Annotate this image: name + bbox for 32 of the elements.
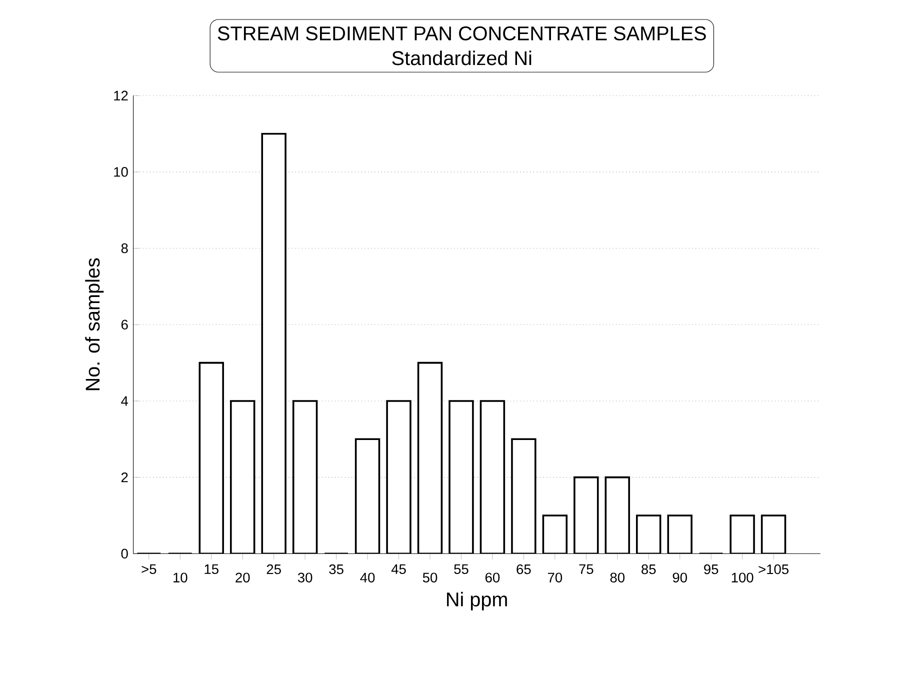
x-tick-label: 100 (732, 572, 754, 582)
x-tick-label: 60 (485, 572, 500, 582)
x-tick-label: 20 (236, 572, 250, 582)
x-tick-label: 90 (672, 572, 687, 582)
x-tick-label: 55 (454, 564, 468, 574)
x-tick-label: 15 (204, 564, 218, 574)
y-tick-label: 2 (121, 472, 128, 482)
y-tick-label: 4 (121, 396, 128, 406)
x-tick-label: 35 (329, 564, 344, 574)
x-tick-label: >105 (758, 564, 788, 574)
x-tick-label: 50 (422, 572, 438, 582)
x-tick-label: 30 (298, 572, 312, 582)
x-tick-label: 80 (610, 572, 625, 582)
x-tick-label: 65 (516, 564, 531, 574)
chart-subtitle: Standardized Ni (392, 50, 532, 66)
y-axis-title: No. of samples (85, 258, 104, 390)
x-tick-label: 10 (174, 572, 188, 582)
x-tick-label: 25 (266, 564, 281, 574)
x-tick-label: 75 (579, 564, 594, 574)
chart-title: STREAM SEDIMENT PAN CONCENTRATE SAMPLES (218, 26, 706, 40)
y-tick-label: 0 (121, 548, 128, 559)
y-tick-label: 8 (121, 243, 128, 254)
y-tick-label: 6 (121, 320, 128, 330)
y-tick-label: 12 (114, 90, 128, 100)
x-tick-label: >5 (142, 564, 156, 574)
x-tick-label: 40 (360, 572, 375, 582)
x-axis-title: Ni ppm (447, 592, 507, 610)
y-tick-label: 10 (114, 167, 128, 177)
x-tick-label: 95 (704, 564, 718, 574)
x-tick-label: 85 (642, 564, 656, 574)
x-tick-label: 45 (391, 564, 406, 574)
x-tick-label: 70 (548, 572, 562, 582)
